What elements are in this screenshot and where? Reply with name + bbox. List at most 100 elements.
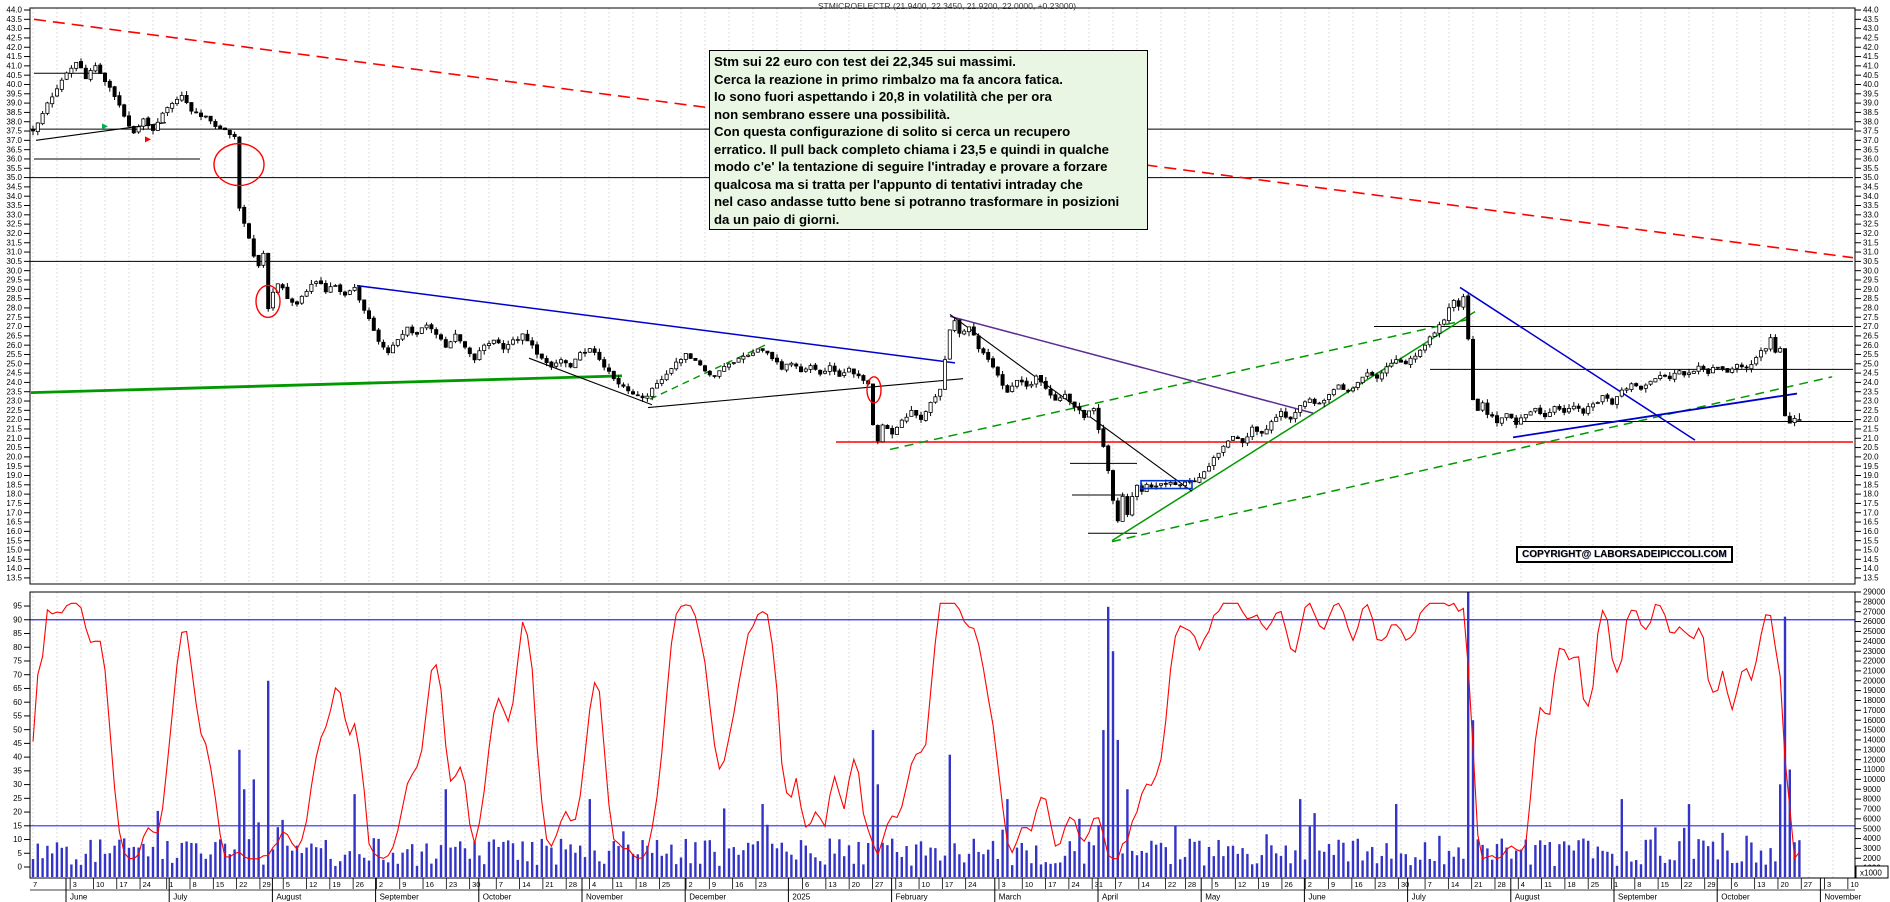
volume-bar: [1591, 858, 1595, 877]
volume-bar: [1246, 853, 1249, 877]
copyright-badge: COPYRIGHT@ LABORSADEIPICCOLI.COM: [1516, 546, 1733, 563]
candle: [554, 362, 559, 367]
volume-bar: [1351, 840, 1355, 877]
price-label: 28.5: [1863, 294, 1879, 303]
candle: [967, 326, 972, 333]
candle: [760, 348, 765, 351]
candle: [1413, 355, 1418, 360]
volume-bar: [1711, 841, 1715, 877]
price-label: 19.5: [1863, 462, 1879, 471]
candle: [395, 339, 400, 346]
price-label: 43.5: [6, 15, 22, 24]
price-label: 35.5: [1863, 164, 1879, 173]
candle: [861, 375, 866, 381]
candle: [535, 344, 540, 355]
volume-bar: [622, 831, 625, 877]
price-label: 40.0: [6, 80, 22, 89]
volume-bar: [948, 754, 951, 877]
volume-bar: [243, 789, 246, 877]
oscillator-line: [32, 602, 1800, 860]
volume-bar: [1361, 860, 1364, 877]
price-label: 17.0: [1863, 508, 1879, 517]
candle: [165, 107, 170, 114]
volume-bar: [684, 838, 687, 877]
volume-bar: [463, 848, 467, 877]
candle: [1063, 393, 1068, 399]
volume-bar: [967, 853, 971, 877]
volume-bar: [612, 841, 615, 877]
day-label: 27: [1804, 880, 1812, 889]
volume-label: 4000: [1863, 834, 1881, 843]
price-label: 25.0: [6, 359, 22, 368]
candle: [693, 357, 698, 361]
day-label: 10: [96, 880, 104, 889]
day-label: 7: [1428, 880, 1432, 889]
candle: [386, 347, 391, 354]
candle: [227, 129, 232, 135]
volume-bar: [1596, 846, 1599, 877]
volume-bar: [991, 841, 995, 877]
candle: [1163, 483, 1168, 485]
volume-bar: [1635, 860, 1638, 877]
oscillator-label: 35: [13, 766, 22, 775]
price-label: 34.0: [6, 192, 22, 201]
volume-bar: [214, 842, 217, 877]
volume-bar: [641, 840, 644, 877]
volume-bar: [1433, 860, 1436, 877]
price-label: 15.5: [6, 536, 22, 545]
volume-bar: [286, 845, 289, 877]
price-label: 23.0: [6, 397, 22, 406]
price-label: 32.0: [6, 229, 22, 238]
oscillator-label: 70: [13, 670, 22, 679]
day-label: 6: [1734, 880, 1738, 889]
volume-bar: [1615, 865, 1619, 877]
volume-bar: [1467, 592, 1470, 877]
price-label: 22.5: [1863, 406, 1879, 415]
candle: [933, 396, 938, 403]
candle: [986, 352, 991, 360]
volume-bar: [833, 853, 836, 877]
price-label: 30.0: [6, 266, 22, 275]
price-label: 30.5: [1863, 257, 1879, 266]
candle: [559, 359, 564, 364]
volume-bar: [415, 865, 419, 877]
volume-bar: [871, 730, 875, 877]
volume-bar: [1265, 834, 1268, 877]
price-label: 21.0: [1863, 434, 1879, 443]
candle: [1514, 417, 1519, 425]
volume-bar: [1495, 843, 1499, 877]
volume-bar: [799, 840, 803, 877]
candle: [318, 280, 323, 285]
volume-bar: [151, 846, 155, 877]
volume-bar: [751, 844, 755, 877]
price-label: 21.5: [1863, 425, 1879, 434]
volume-bar: [1471, 720, 1475, 877]
volume-bar: [1092, 845, 1095, 877]
volume-bar: [1716, 859, 1719, 877]
candle: [995, 366, 1000, 376]
volume-bar: [108, 853, 111, 877]
candle: [1005, 385, 1010, 393]
candle: [467, 347, 472, 355]
candle: [1581, 408, 1586, 414]
volume-bar: [1044, 862, 1047, 877]
volume-bar: [982, 854, 985, 877]
candle: [1197, 476, 1202, 483]
price-label: 27.0: [1863, 322, 1879, 331]
price-label: 38.5: [1863, 108, 1879, 117]
candle: [914, 410, 919, 416]
candle: [731, 362, 736, 364]
candle: [1058, 397, 1063, 401]
candle: [1298, 405, 1303, 413]
volume-bar: [1318, 850, 1321, 877]
volume-bar: [780, 842, 783, 877]
candle: [1653, 378, 1658, 383]
candle: [1643, 384, 1648, 389]
candle: [1360, 376, 1365, 384]
volume-bar: [857, 841, 860, 877]
candle: [1773, 337, 1778, 353]
day-label: 16: [1354, 880, 1362, 889]
volume-bar: [1131, 850, 1134, 877]
volume-bar: [1793, 842, 1796, 877]
candle: [30, 129, 35, 132]
